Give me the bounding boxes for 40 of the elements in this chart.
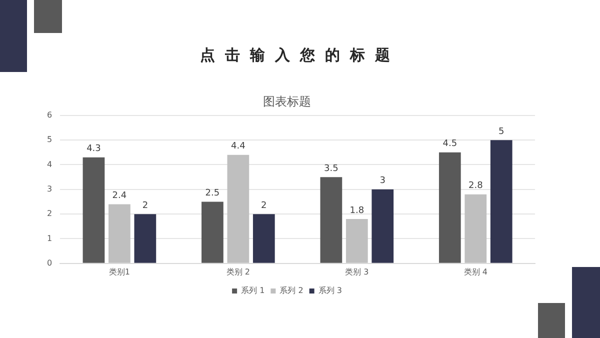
bar [134, 214, 156, 263]
x-tick-label: 类别 3 [345, 267, 369, 276]
data-label: 3 [380, 176, 386, 186]
data-label: 3.5 [324, 164, 338, 174]
data-label: 1.8 [350, 206, 364, 216]
bar [438, 152, 461, 263]
x-tick-label: 类别 2 [226, 267, 250, 276]
bar [82, 157, 105, 263]
bar [227, 154, 250, 263]
bar [320, 177, 342, 263]
data-label: 2.4 [112, 191, 127, 202]
y-tick-label: 4 [46, 160, 52, 169]
data-label: 2.8 [468, 181, 484, 192]
data-label: 2 [261, 200, 267, 211]
bar [202, 202, 224, 263]
x-tick-label: 类别 4 [464, 267, 488, 276]
legend-label: 系列 1 [241, 286, 265, 296]
y-tick-label: 0 [46, 258, 52, 268]
data-label: 4.3 [86, 144, 101, 154]
y-tick-label: 6 [46, 110, 52, 120]
chart-title: 点击输入您的标题 [199, 46, 401, 65]
bar [108, 204, 130, 263]
y-tick-label: 1 [46, 234, 52, 243]
y-tick-label: 5 [46, 135, 52, 144]
data-label: 4.4 [231, 142, 246, 152]
data-label: 4.5 [442, 139, 458, 150]
bar [346, 219, 368, 263]
y-tick-label: 2 [46, 209, 52, 218]
chart-subtitle: 图表标题 [263, 94, 311, 108]
bar [464, 194, 487, 263]
legend-label: 系列 3 [318, 286, 342, 296]
data-label: 5 [498, 126, 504, 137]
data-label: 2.5 [205, 188, 220, 199]
bar [490, 140, 512, 263]
legend-label: 系列 2 [280, 286, 304, 296]
data-label: 2 [142, 200, 148, 211]
x-tick-label: 类别1 [108, 267, 130, 276]
bar [252, 214, 275, 263]
bar [372, 189, 394, 263]
y-tick-label: 3 [46, 184, 52, 194]
